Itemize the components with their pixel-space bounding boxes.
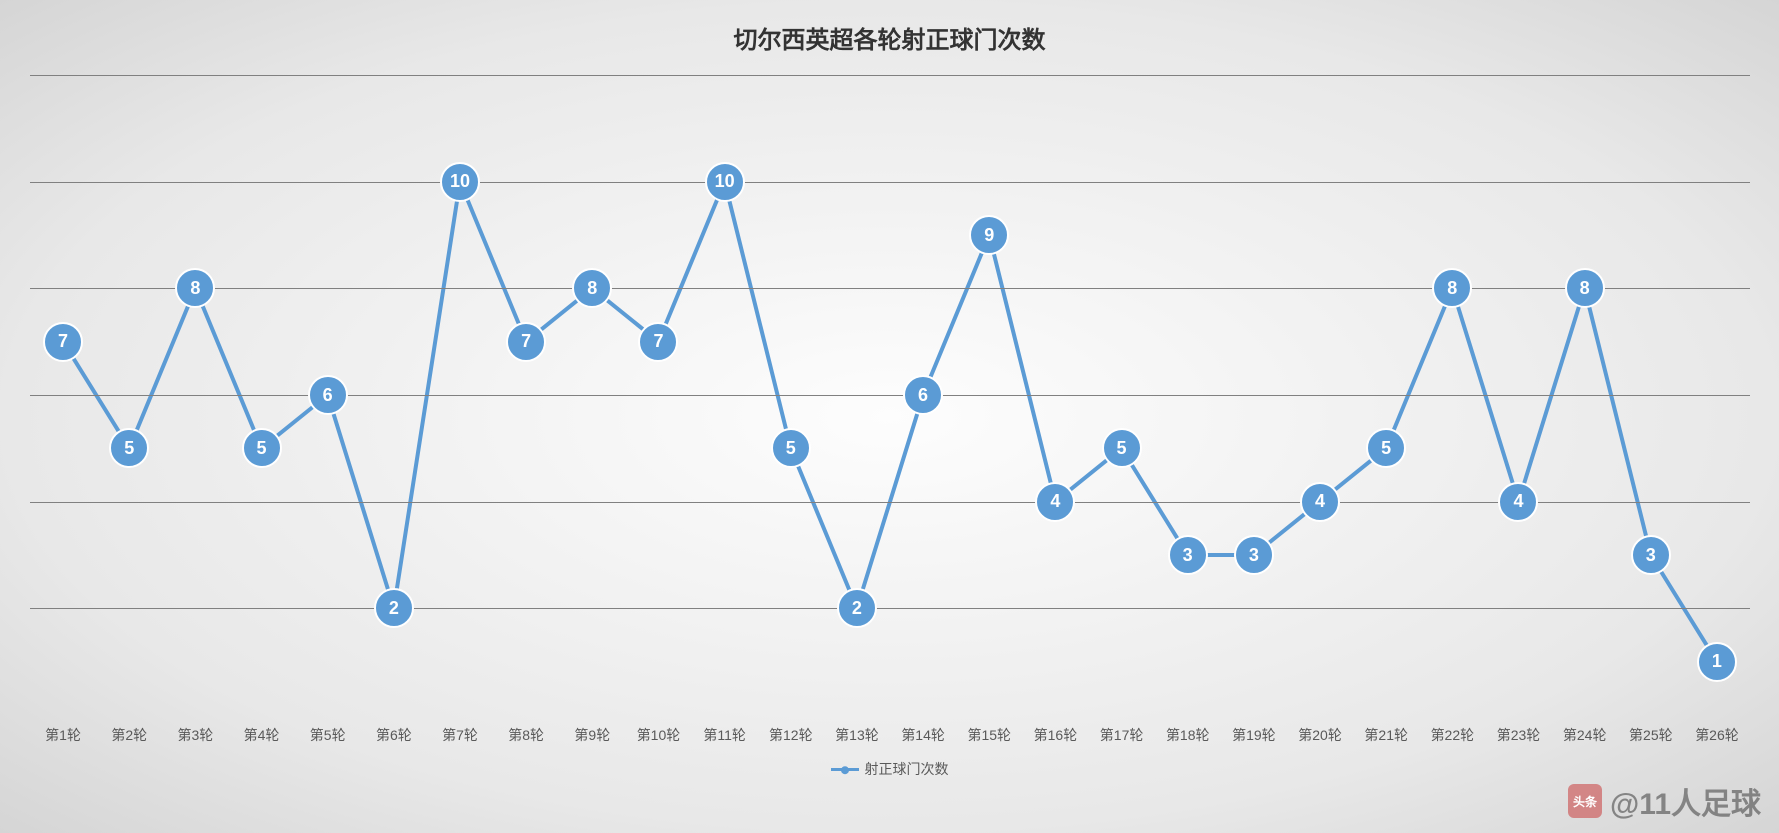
x-axis-label: 第12轮 bbox=[758, 725, 824, 745]
data-marker: 6 bbox=[903, 375, 943, 415]
data-marker: 10 bbox=[705, 162, 745, 202]
x-axis-label: 第16轮 bbox=[1022, 725, 1088, 745]
data-marker: 4 bbox=[1498, 482, 1538, 522]
data-marker: 7 bbox=[43, 322, 83, 362]
watermark-text: @11人足球 bbox=[1610, 779, 1761, 823]
data-marker: 4 bbox=[1300, 482, 1340, 522]
chart-container: 切尔西英超各轮射正球门次数 75856210787105269453345848… bbox=[0, 0, 1779, 833]
data-marker: 9 bbox=[969, 215, 1009, 255]
x-axis-label: 第5轮 bbox=[295, 725, 361, 745]
data-marker: 7 bbox=[638, 322, 678, 362]
x-axis-label: 第23轮 bbox=[1485, 725, 1551, 745]
gridline bbox=[30, 182, 1750, 183]
gridline bbox=[30, 608, 1750, 609]
series-line bbox=[63, 182, 1717, 662]
x-axis-label: 第25轮 bbox=[1618, 725, 1684, 745]
data-marker: 8 bbox=[175, 268, 215, 308]
data-marker: 1 bbox=[1697, 642, 1737, 682]
data-marker: 7 bbox=[506, 322, 546, 362]
data-marker: 3 bbox=[1234, 535, 1274, 575]
x-axis-label: 第19轮 bbox=[1221, 725, 1287, 745]
x-axis-label: 第1轮 bbox=[30, 725, 96, 745]
x-axis-label: 第24轮 bbox=[1552, 725, 1618, 745]
x-axis-label: 第3轮 bbox=[162, 725, 228, 745]
data-marker: 2 bbox=[374, 588, 414, 628]
x-axis-label: 第13轮 bbox=[824, 725, 890, 745]
data-marker: 5 bbox=[242, 428, 282, 468]
x-axis-label: 第22轮 bbox=[1419, 725, 1485, 745]
x-axis-label: 第2轮 bbox=[96, 725, 162, 745]
data-marker: 10 bbox=[440, 162, 480, 202]
legend-series-label: 射正球门次数 bbox=[865, 759, 949, 779]
x-axis-label: 第15轮 bbox=[956, 725, 1022, 745]
data-marker: 5 bbox=[109, 428, 149, 468]
x-axis-label: 第26轮 bbox=[1684, 725, 1750, 745]
legend: 射正球门次数 bbox=[831, 759, 949, 779]
data-marker: 8 bbox=[1432, 268, 1472, 308]
x-axis-label: 第4轮 bbox=[228, 725, 294, 745]
x-axis-labels: 第1轮第2轮第3轮第4轮第5轮第6轮第7轮第8轮第9轮第10轮第11轮第12轮第… bbox=[30, 725, 1750, 745]
gridline bbox=[30, 395, 1750, 396]
data-marker: 3 bbox=[1631, 535, 1671, 575]
x-axis-label: 第8轮 bbox=[493, 725, 559, 745]
watermark-logo-icon: 头条 bbox=[1568, 784, 1602, 818]
chart-title: 切尔西英超各轮射正球门次数 bbox=[0, 20, 1779, 55]
gridline bbox=[30, 502, 1750, 503]
data-marker: 5 bbox=[771, 428, 811, 468]
data-marker: 4 bbox=[1035, 482, 1075, 522]
data-marker: 8 bbox=[572, 268, 612, 308]
x-axis-label: 第14轮 bbox=[890, 725, 956, 745]
gridline bbox=[30, 288, 1750, 289]
x-axis-label: 第17轮 bbox=[1089, 725, 1155, 745]
x-axis-label: 第11轮 bbox=[692, 725, 758, 745]
legend-marker-icon bbox=[841, 766, 849, 774]
watermark: 头条 @11人足球 bbox=[1568, 779, 1761, 823]
x-axis-label: 第18轮 bbox=[1155, 725, 1221, 745]
x-axis-label: 第9轮 bbox=[559, 725, 625, 745]
plot-area: 7585621078710526945334584831 bbox=[30, 75, 1750, 715]
gridline bbox=[30, 75, 1750, 76]
x-axis-label: 第6轮 bbox=[361, 725, 427, 745]
x-axis-label: 第21轮 bbox=[1353, 725, 1419, 745]
x-axis-label: 第7轮 bbox=[427, 725, 493, 745]
x-axis-label: 第20轮 bbox=[1287, 725, 1353, 745]
x-axis-label: 第10轮 bbox=[625, 725, 691, 745]
data-marker: 8 bbox=[1565, 268, 1605, 308]
data-marker: 6 bbox=[308, 375, 348, 415]
data-marker: 5 bbox=[1102, 428, 1142, 468]
data-marker: 2 bbox=[837, 588, 877, 628]
data-marker: 5 bbox=[1366, 428, 1406, 468]
data-marker: 3 bbox=[1168, 535, 1208, 575]
legend-line-icon bbox=[831, 768, 859, 771]
